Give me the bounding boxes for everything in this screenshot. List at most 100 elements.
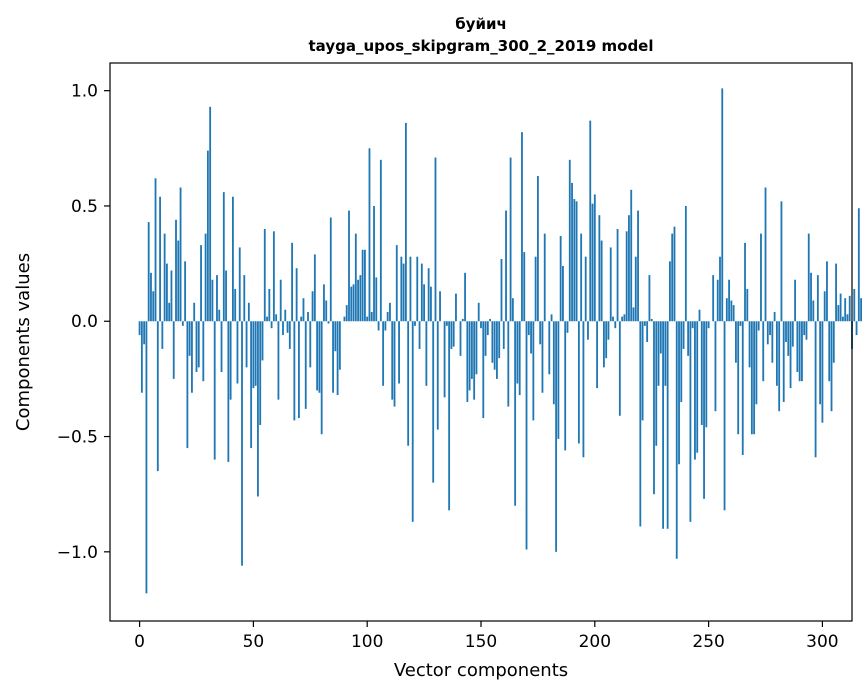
bar	[826, 261, 828, 322]
bar	[798, 321, 801, 382]
bar	[698, 309, 701, 322]
bar	[427, 268, 430, 322]
bar	[389, 302, 391, 322]
bar	[666, 321, 669, 529]
bar	[225, 270, 227, 322]
bar	[359, 275, 362, 322]
bar	[436, 321, 439, 430]
bar	[648, 275, 651, 322]
bar	[755, 321, 758, 405]
bar	[270, 321, 273, 329]
bar	[282, 321, 284, 336]
x-axis-label: Vector components	[394, 660, 568, 681]
bar	[325, 300, 328, 322]
bar	[855, 321, 858, 336]
bar	[523, 252, 526, 322]
bar	[839, 293, 842, 322]
bar	[616, 229, 619, 322]
bar	[830, 321, 833, 412]
bar	[584, 256, 587, 322]
bar	[819, 321, 822, 405]
bar	[402, 263, 405, 322]
bar	[168, 302, 171, 322]
bar	[243, 275, 246, 322]
bar	[757, 321, 760, 331]
bar	[630, 189, 633, 322]
bar	[730, 300, 733, 322]
bar	[302, 298, 305, 322]
bar	[664, 321, 667, 386]
bar	[420, 263, 423, 322]
bar	[837, 305, 840, 322]
bar	[536, 175, 539, 322]
bar	[810, 272, 812, 322]
bar	[548, 321, 551, 375]
bar	[252, 321, 255, 389]
bar	[723, 321, 726, 511]
bar	[828, 321, 831, 382]
bar	[823, 291, 826, 322]
bar	[366, 316, 369, 322]
bar	[332, 321, 334, 393]
bar	[675, 321, 678, 559]
bar	[468, 321, 471, 391]
x-tick-label: 150	[465, 632, 497, 652]
bar	[775, 321, 778, 386]
bar	[186, 321, 189, 449]
bar	[773, 312, 776, 322]
bar	[552, 321, 555, 405]
bar	[181, 321, 184, 326]
bar	[655, 321, 658, 446]
bar	[860, 298, 863, 322]
bar	[234, 288, 237, 322]
bar	[848, 295, 851, 322]
bar	[700, 321, 703, 426]
bar	[277, 321, 280, 400]
bar	[450, 321, 453, 349]
bar	[138, 321, 141, 336]
x-axis-ticks: 0 50 100 150 200 250 300	[134, 621, 839, 652]
bar	[163, 233, 166, 322]
bar	[623, 314, 626, 322]
bar	[744, 242, 746, 322]
bar	[732, 305, 735, 322]
bar	[557, 321, 560, 439]
bar	[684, 205, 687, 322]
bar	[159, 196, 161, 322]
bar	[448, 321, 451, 511]
bar	[621, 316, 624, 322]
bar	[634, 256, 637, 322]
bar	[518, 321, 521, 396]
bar	[272, 231, 275, 322]
bar	[414, 321, 416, 326]
bar	[678, 321, 680, 465]
bar	[236, 321, 239, 384]
bar	[364, 249, 366, 322]
bar	[204, 233, 207, 322]
bar	[600, 240, 603, 322]
bar	[794, 279, 797, 322]
bar	[245, 321, 248, 368]
bar	[195, 321, 198, 372]
bar	[714, 321, 717, 412]
bar	[791, 321, 794, 347]
bar	[304, 321, 307, 409]
bar	[762, 321, 765, 382]
bar	[659, 321, 662, 354]
bar	[179, 187, 182, 322]
bar	[812, 300, 815, 322]
bar	[445, 321, 448, 326]
bar	[482, 321, 485, 419]
bars-group	[138, 88, 863, 594]
bar	[266, 316, 268, 322]
bar	[607, 321, 610, 340]
bar	[689, 321, 692, 522]
bar	[741, 321, 744, 455]
bar	[550, 314, 553, 322]
bar	[643, 321, 646, 326]
bar	[416, 256, 419, 322]
bar	[785, 321, 787, 342]
bar	[313, 254, 316, 322]
bar	[345, 305, 348, 322]
